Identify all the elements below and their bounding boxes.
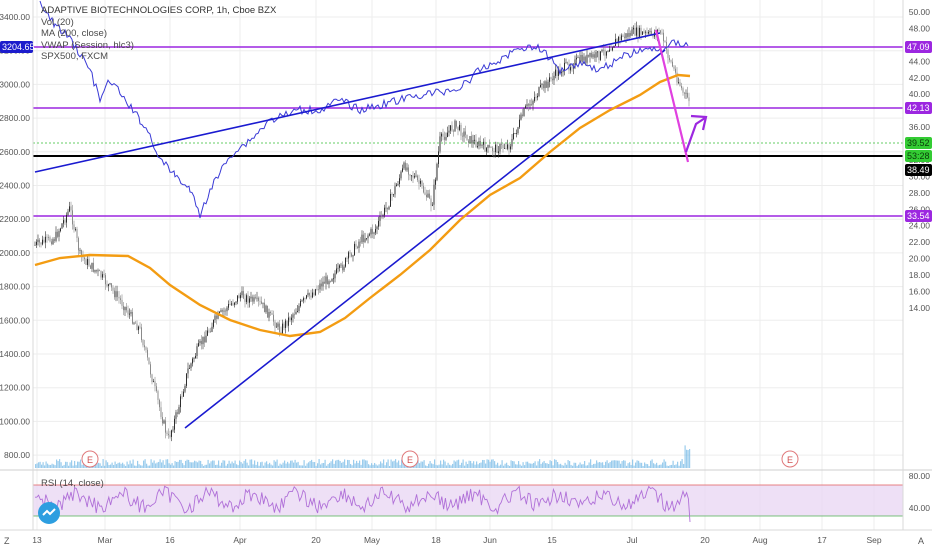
event-e-icon[interactable]: E <box>401 450 419 468</box>
time-axis-label: 17 <box>817 535 827 545</box>
right-axis-tick: 28.00 <box>909 188 931 198</box>
right-axis-tick: 14.00 <box>909 303 931 313</box>
right-axis-tick: 36.00 <box>909 122 931 132</box>
rsi-legend[interactable]: RSI (14, close) <box>41 478 104 489</box>
event-e-icon[interactable]: E <box>781 450 799 468</box>
right-axis-tick: 40.00 <box>909 89 931 99</box>
rsi-level-40: 40.00 <box>909 503 931 513</box>
left-axis-tick: 1600.00 <box>0 315 30 325</box>
rsi-level-80: 80.00 <box>909 471 931 481</box>
right-axis-tick: 22.00 <box>909 237 931 247</box>
svg-text:E: E <box>787 455 793 465</box>
right-axis-tick: 24.00 <box>909 221 931 231</box>
lower-trendline[interactable] <box>184 49 666 429</box>
upper-trendline[interactable] <box>34 32 661 173</box>
countdown-tag: 53:28 <box>905 150 932 162</box>
time-axis[interactable]: 13 Mar 16 Apr 20 May 18 Jun 15 Jul 20 Aug 17 Sep <box>32 535 882 545</box>
spx-current-tag: 3204.65 <box>0 41 35 53</box>
left-axis-tick: 1000.00 <box>0 416 30 426</box>
price-tag-39: 39.52 <box>905 137 932 149</box>
left-axis-tick: 3000.00 <box>0 79 30 89</box>
left-axis-tick: 1800.00 <box>0 282 30 292</box>
left-axis-tick: 800.00 <box>4 450 30 460</box>
rsi-band <box>33 485 903 516</box>
right-axis-tick: 26.00 <box>909 204 931 214</box>
left-axis-tick: 2200.00 <box>0 214 30 224</box>
svg-text:E: E <box>407 455 413 465</box>
right-axis-tick: 50.00 <box>909 7 931 17</box>
time-axis-label: May <box>364 535 381 545</box>
time-axis-label: 13 <box>32 535 42 545</box>
time-axis-label: Jul <box>627 535 638 545</box>
auto-scale-a-label[interactable]: A <box>918 536 924 546</box>
price-tag-38: 38.49 <box>905 164 932 176</box>
price-candles <box>34 21 690 442</box>
right-axis-tick: 20.00 <box>909 254 931 264</box>
left-axis-tick: 1200.00 <box>0 383 30 393</box>
left-axis-tick: 2000.00 <box>0 248 30 258</box>
price-tag-42: 42.13 <box>905 102 932 114</box>
time-axis-label: 15 <box>547 535 557 545</box>
arrow-head-icon <box>690 114 708 131</box>
drop-line[interactable] <box>654 29 690 163</box>
price-tag-33: 33.54 <box>905 210 932 222</box>
time-axis-label: Apr <box>233 535 246 545</box>
right-axis-tick: 42.00 <box>909 73 931 83</box>
svg-text:E: E <box>87 455 93 465</box>
left-axis-tick: 2800.00 <box>0 113 30 123</box>
time-axis-label: Jun <box>483 535 497 545</box>
rebound-arrow-icon[interactable] <box>684 117 706 153</box>
timezone-z-label[interactable]: Z <box>4 536 10 546</box>
spx500-line <box>39 0 689 219</box>
time-axis-label: Sep <box>866 535 881 545</box>
left-axis-tick: 1400.00 <box>0 349 30 359</box>
price-tag-47: 47.09 <box>905 41 932 53</box>
tradingview-logo-icon[interactable] <box>38 502 60 524</box>
right-axis-tick: 16.00 <box>909 286 931 296</box>
rsi-line <box>35 485 691 523</box>
time-axis-label: Mar <box>98 535 113 545</box>
time-axis-label: Aug <box>752 535 767 545</box>
right-axis-tick: 48.00 <box>909 23 931 33</box>
time-axis-label: 16 <box>165 535 175 545</box>
left-axis-tick: 2600.00 <box>0 147 30 157</box>
right-axis-tick: 44.00 <box>909 56 931 66</box>
left-axis-tick: 3400.00 <box>0 12 30 22</box>
time-axis-label: 18 <box>431 535 441 545</box>
time-axis-label: 20 <box>311 535 321 545</box>
ma200-line <box>34 73 691 338</box>
right-axis-tick: 18.00 <box>909 270 931 280</box>
event-e-icon[interactable]: E <box>81 450 99 468</box>
time-axis-label: 20 <box>700 535 710 545</box>
left-axis-tick: 2400.00 <box>0 181 30 191</box>
right-axis-tick: 30.00 <box>909 171 931 181</box>
